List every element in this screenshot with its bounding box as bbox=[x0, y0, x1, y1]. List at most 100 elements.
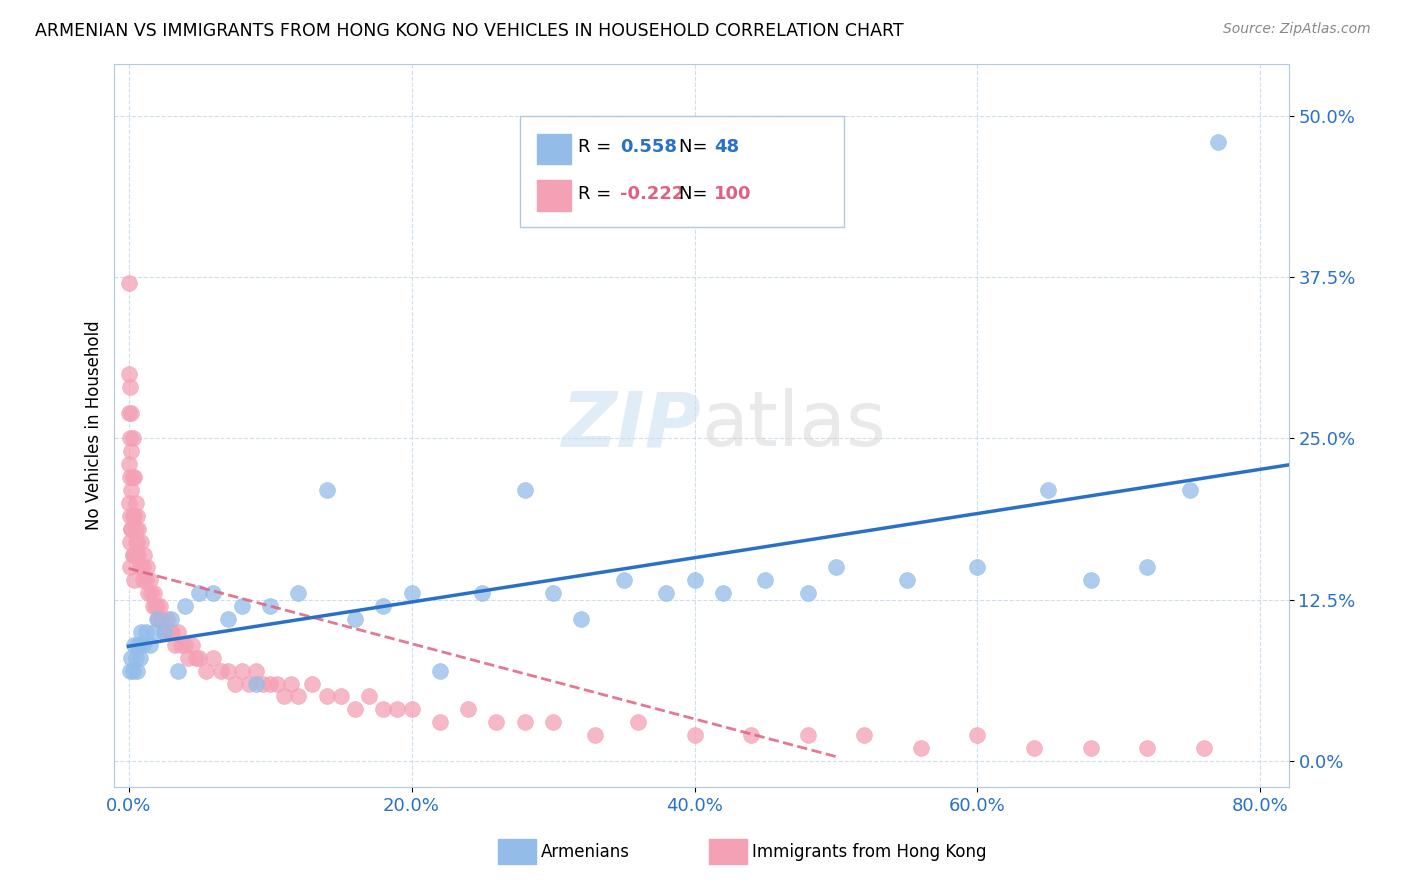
Point bbox=[131, 638, 153, 652]
Point bbox=[266, 676, 288, 690]
Point bbox=[117, 457, 139, 471]
Point bbox=[224, 676, 246, 690]
Point bbox=[177, 650, 200, 665]
Point bbox=[134, 548, 156, 562]
Point bbox=[120, 522, 142, 536]
Point bbox=[129, 534, 152, 549]
Point bbox=[627, 715, 650, 730]
Point bbox=[401, 702, 423, 716]
Point bbox=[170, 638, 193, 652]
Point bbox=[117, 367, 139, 381]
Point bbox=[122, 470, 145, 484]
Text: Source: ZipAtlas.com: Source: ZipAtlas.com bbox=[1223, 22, 1371, 37]
Text: N=: N= bbox=[679, 138, 713, 156]
Point bbox=[139, 574, 162, 588]
Point bbox=[145, 599, 167, 614]
Point bbox=[138, 586, 160, 600]
Point bbox=[160, 612, 183, 626]
Point bbox=[1022, 741, 1045, 756]
Point bbox=[167, 624, 190, 639]
Y-axis label: No Vehicles in Household: No Vehicles in Household bbox=[86, 320, 103, 530]
Point bbox=[124, 534, 146, 549]
Text: N=: N= bbox=[679, 185, 713, 202]
Text: 0.558: 0.558 bbox=[620, 138, 678, 156]
Point bbox=[217, 612, 239, 626]
Point bbox=[373, 702, 395, 716]
Point bbox=[135, 624, 157, 639]
Text: ZIP: ZIP bbox=[562, 388, 702, 462]
Point bbox=[118, 664, 141, 678]
Point bbox=[754, 574, 776, 588]
Point bbox=[343, 612, 366, 626]
Point bbox=[238, 676, 260, 690]
Point bbox=[796, 728, 818, 742]
Point bbox=[117, 405, 139, 419]
Point bbox=[121, 470, 143, 484]
Point bbox=[124, 548, 146, 562]
Point bbox=[259, 676, 281, 690]
Point bbox=[122, 574, 145, 588]
Point bbox=[120, 483, 142, 497]
Point bbox=[853, 728, 876, 742]
Point bbox=[118, 534, 141, 549]
Point bbox=[1192, 741, 1215, 756]
Point bbox=[655, 586, 678, 600]
Point bbox=[121, 431, 143, 445]
Point bbox=[683, 728, 706, 742]
Point bbox=[186, 650, 208, 665]
Point bbox=[195, 664, 218, 678]
Point bbox=[287, 690, 309, 704]
Point bbox=[541, 715, 564, 730]
Text: -0.222: -0.222 bbox=[620, 185, 685, 202]
Point bbox=[128, 560, 150, 574]
Point bbox=[613, 574, 636, 588]
Point bbox=[121, 548, 143, 562]
Point bbox=[373, 599, 395, 614]
Point bbox=[740, 728, 762, 742]
Point bbox=[273, 690, 295, 704]
Point bbox=[117, 496, 139, 510]
Point bbox=[1206, 135, 1229, 149]
Point bbox=[120, 650, 142, 665]
Point bbox=[174, 599, 197, 614]
Text: 100: 100 bbox=[714, 185, 752, 202]
Point bbox=[124, 650, 146, 665]
Point bbox=[131, 574, 153, 588]
Point bbox=[188, 650, 211, 665]
Point bbox=[135, 574, 157, 588]
Point bbox=[585, 728, 607, 742]
Text: R =: R = bbox=[578, 185, 617, 202]
Point bbox=[202, 650, 225, 665]
Text: Immigrants from Hong Kong: Immigrants from Hong Kong bbox=[752, 843, 987, 861]
Point bbox=[150, 612, 173, 626]
Point bbox=[231, 664, 253, 678]
Point bbox=[541, 586, 564, 600]
Point bbox=[910, 741, 932, 756]
Point bbox=[343, 702, 366, 716]
Point bbox=[153, 624, 176, 639]
Point bbox=[315, 690, 337, 704]
Point bbox=[387, 702, 409, 716]
Point bbox=[124, 496, 146, 510]
Point bbox=[280, 676, 302, 690]
Point bbox=[129, 624, 152, 639]
Point bbox=[125, 664, 148, 678]
Point bbox=[120, 444, 142, 458]
Point bbox=[120, 522, 142, 536]
Point bbox=[1136, 741, 1159, 756]
Point bbox=[485, 715, 508, 730]
Point bbox=[122, 638, 145, 652]
Point bbox=[153, 624, 176, 639]
Point bbox=[825, 560, 848, 574]
Point bbox=[131, 560, 153, 574]
Point bbox=[121, 508, 143, 523]
Point bbox=[429, 664, 451, 678]
Point bbox=[796, 586, 818, 600]
Point bbox=[401, 586, 423, 600]
Point bbox=[569, 612, 592, 626]
Point bbox=[127, 548, 149, 562]
Point bbox=[159, 624, 181, 639]
Point bbox=[146, 612, 169, 626]
Point bbox=[148, 612, 170, 626]
Point bbox=[966, 560, 988, 574]
